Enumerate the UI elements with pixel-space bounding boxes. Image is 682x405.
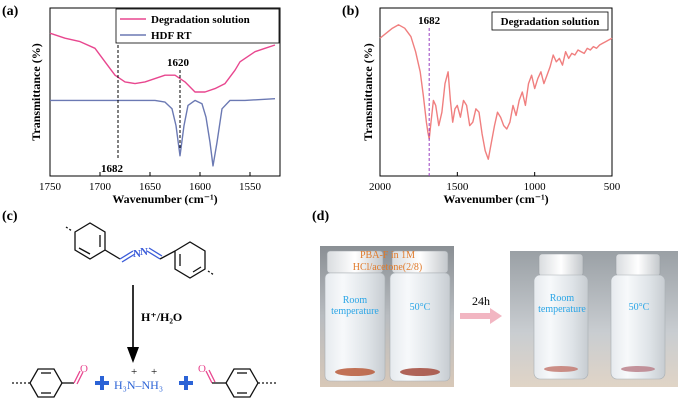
nitrogen-atom-2: N xyxy=(140,246,148,258)
vial xyxy=(610,274,666,380)
nitrogen-atom-1: N xyxy=(133,248,141,260)
charge-2: + xyxy=(151,366,157,378)
azine-molecule xyxy=(65,222,215,279)
panel-b: (b) Transmittance (%) 2000 1500 1000 500 16… xyxy=(340,0,682,210)
x-tick-label: 2000 xyxy=(369,181,392,193)
x-tick-label: 1550 xyxy=(239,181,262,193)
vial-sediment xyxy=(400,368,440,376)
chart-a-svg: (a) Transmittance (%) 1750 1700 1650 1600 15… xyxy=(2,4,281,206)
series-line-2 xyxy=(50,98,276,167)
x-tick-label: 500 xyxy=(604,181,621,193)
x-tick-label: 1500 xyxy=(446,181,469,193)
vial-label-box: 50°C xyxy=(628,302,650,313)
chart-b-xlabel: Wavenumber (cm⁻¹) xyxy=(443,192,548,206)
vial xyxy=(533,274,589,380)
chart-b-ylabel: Transmittance (%) xyxy=(361,43,375,140)
vial-label-3: Room temperature xyxy=(538,293,586,315)
hydrazinium: H₃N–NH₃ xyxy=(114,378,163,392)
oxygen-atom-left: O xyxy=(80,363,88,375)
vial-label-4: 50°C xyxy=(628,302,650,313)
chart-a-markers: 1682 1620 xyxy=(101,30,190,175)
time-arrow xyxy=(460,308,502,324)
chart-b-svg: (b) Transmittance (%) 2000 1500 1000 500 16… xyxy=(342,4,621,206)
x-tick-label: 1700 xyxy=(89,181,112,193)
oxygen-atom-right: O xyxy=(198,363,206,375)
chart-a-xticks: 1750 1700 1650 1600 1550 xyxy=(39,172,262,193)
chart-a-legend: Degradation solution HDF RT xyxy=(115,8,280,44)
x-tick-label: 1750 xyxy=(39,181,62,193)
panel-a: (a) Transmittance (%) 1750 1700 1650 1600 15… xyxy=(0,0,300,210)
series-line-1 xyxy=(49,32,276,93)
vial-sediment xyxy=(335,368,375,376)
marker-label-1: 1682 xyxy=(418,15,441,27)
panel-c: (c) N N H⁺/H₂O xyxy=(0,205,300,400)
plus-sign-1 xyxy=(95,376,109,390)
benzene-ring-right xyxy=(174,241,206,279)
vial xyxy=(389,272,451,382)
panel-d: (d) PBA-F in 1M HCl/acetone(2/8) Room te… xyxy=(310,205,682,400)
series-line-1 xyxy=(379,24,613,160)
photo-before xyxy=(320,246,454,387)
plus-sign-2 xyxy=(179,376,193,390)
time-label: 24h xyxy=(472,294,490,308)
aldehyde-right xyxy=(205,368,276,398)
chart-b-markers: 1682 xyxy=(418,15,441,176)
legend-a-entry-1: Degradation solution xyxy=(151,14,250,26)
reaction-arrow-head xyxy=(127,347,139,363)
x-tick-label: 1650 xyxy=(139,181,162,193)
legend-a-entry-2: HDF RT xyxy=(151,30,192,42)
chart-b-frame xyxy=(379,7,613,177)
aldehyde-left xyxy=(12,368,84,398)
vial-sediment xyxy=(544,366,578,372)
x-tick-label: 1000 xyxy=(524,181,547,193)
reagent-label: H⁺/H₂O xyxy=(141,310,182,324)
marker-label-1: 1682 xyxy=(101,163,124,175)
vial-label-box: Room temperature xyxy=(331,295,379,317)
chart-b-xticks: 2000 1500 1000 500 xyxy=(369,172,621,193)
panel-c-label: (c) xyxy=(2,209,18,224)
sample-label: PBA-F in 1M HCl/acetone(2/8) xyxy=(352,250,423,273)
marker-label-2: 1620 xyxy=(167,57,190,69)
panel-d-label: (d) xyxy=(312,209,329,224)
legend-b-entry-1: Degradation solution xyxy=(501,16,600,28)
vial xyxy=(324,272,386,382)
chart-a-xlabel: Wavenumber (cm⁻¹) xyxy=(112,192,217,206)
chart-a-ylabel: Transmittance (%) xyxy=(29,43,43,140)
scheme-c-svg: (c) N N H⁺/H₂O xyxy=(2,209,276,398)
vial-label-box: 50°C xyxy=(409,302,431,313)
panel-b-label: (b) xyxy=(342,4,359,19)
vial-label-box: Room temperature xyxy=(538,293,586,315)
chart-b-legend: Degradation solution xyxy=(491,11,609,31)
vial-label-1: Room temperature xyxy=(331,295,379,317)
sample-label-box: PBA-F in 1M HCl/acetone(2/8) xyxy=(352,250,423,273)
charge-1: + xyxy=(131,366,137,378)
vial-sediment xyxy=(621,366,655,372)
photo-after xyxy=(510,251,678,387)
chart-a-frame xyxy=(49,7,281,177)
chart-b-series xyxy=(379,24,613,160)
chart-a-series xyxy=(49,32,276,167)
vial-label-2: 50°C xyxy=(409,302,431,313)
panel-a-label: (a) xyxy=(2,4,19,19)
vial-cap xyxy=(538,253,584,277)
x-tick-label: 1600 xyxy=(189,181,212,193)
photo-d-svg: (d) PBA-F in 1M HCl/acetone(2/8) Room te… xyxy=(312,209,678,387)
vial-cap xyxy=(615,253,661,277)
